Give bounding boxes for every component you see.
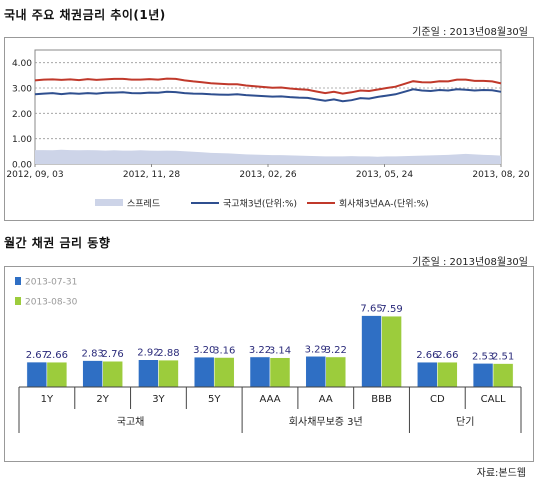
bottom-chart-panel: 2013-07-31 2013-08-30 2.67 2.66 2.83 2.76 2.92… xyxy=(4,266,534,462)
bar xyxy=(417,361,438,388)
y-tick-label: 0.00 xyxy=(12,161,32,171)
bar xyxy=(492,363,514,388)
group-label: 회사채무보증 3년 xyxy=(289,416,363,428)
bar-value-label: 2.76 xyxy=(102,349,124,360)
bar-value-label: 7.65 xyxy=(360,304,382,315)
bar-value-label: 3.14 xyxy=(269,346,291,357)
category-label: 5Y xyxy=(208,394,221,405)
top-chart-title: 국내 주요 채권금리 추이(1년) xyxy=(4,8,166,22)
bar-value-label: 7.59 xyxy=(380,304,402,315)
bar-value-label: 2.92 xyxy=(137,348,159,359)
bar-value-label: 2.51 xyxy=(492,352,514,363)
bar xyxy=(381,315,402,388)
bar xyxy=(102,360,123,388)
top-chart-panel: 0.00 1.00 2.00 3.00 4.00 2012, 09, 03 2012, 11… xyxy=(4,37,534,221)
legend-label: 스프레드 xyxy=(127,199,160,210)
bar xyxy=(472,363,494,388)
series-line-1 xyxy=(34,88,502,103)
x-tick-label: 2013, 05, 24 xyxy=(356,170,414,180)
bar xyxy=(437,361,458,388)
bar-value-label: 2.66 xyxy=(436,350,458,361)
bar-value-label: 2.67 xyxy=(26,350,48,361)
bar xyxy=(305,356,327,388)
series-area-spread xyxy=(35,149,501,164)
legend-swatch xyxy=(15,277,21,285)
plot-frame xyxy=(34,49,502,165)
bottom-base-date: 기준일 : 2013년08월30일 xyxy=(412,257,528,268)
legend-label: 2013-08-30 xyxy=(25,298,78,308)
bar xyxy=(26,361,48,388)
legend-label: 2013-07-31 xyxy=(25,278,77,288)
source-note: 자료:본드웹 xyxy=(476,468,526,479)
y-tick-label: 1.00 xyxy=(12,135,32,145)
category-label: 1Y xyxy=(41,394,54,405)
bar-value-label: 2.83 xyxy=(82,349,104,360)
group-label: 국고채 xyxy=(117,416,145,428)
bar-value-label: 2.53 xyxy=(472,351,494,362)
category-label: BBB xyxy=(371,394,392,405)
x-tick-label: 2013, 02, 26 xyxy=(239,170,297,180)
bar xyxy=(138,359,159,388)
top-base-date: 기준일 : 2013년08월30일 xyxy=(412,27,528,38)
bar-value-label: 2.66 xyxy=(46,350,68,361)
x-tick-label: 2012, 09, 03 xyxy=(6,170,63,180)
group-label: 단기 xyxy=(456,416,474,428)
bar-value-label: 3.16 xyxy=(213,346,235,357)
y-tick-label: 4.00 xyxy=(12,59,32,69)
category-label: 3Y xyxy=(152,394,165,405)
y-tick-label: 3.00 xyxy=(12,85,32,95)
x-tick-label: 2012, 11, 28 xyxy=(123,170,181,180)
legend-swatch xyxy=(95,199,123,206)
category-label: AA xyxy=(319,394,333,405)
bottom-chart-title: 월간 채권 금리 동향 xyxy=(4,236,111,250)
bar xyxy=(269,357,291,388)
bar-value-label: 3.22 xyxy=(325,345,347,356)
legend-label: 국고채3년(단위:%) xyxy=(223,199,297,210)
bar-value-label: 3.20 xyxy=(193,345,215,356)
bar xyxy=(46,361,68,388)
series-line-2 xyxy=(34,77,502,95)
category-label: AAA xyxy=(259,394,280,405)
y-tick-label: 2.00 xyxy=(12,110,32,120)
bar-value-label: 3.29 xyxy=(305,344,327,355)
bar-value-label: 2.66 xyxy=(416,350,438,361)
category-label: 2Y xyxy=(96,394,109,405)
bar xyxy=(361,315,382,388)
bar-value-label: 3.22 xyxy=(249,345,271,356)
category-label: CD xyxy=(430,394,445,405)
bar xyxy=(325,356,347,388)
line-chart: 0.00 1.00 2.00 3.00 4.00 2012, 09, 03 2012, 11… xyxy=(6,49,530,210)
x-tick-label: 2013, 08, 20 xyxy=(472,170,530,180)
bar xyxy=(193,356,215,388)
category-label: CALL xyxy=(481,394,506,405)
legend-label: 회사채3년AA-(단위:%) xyxy=(339,199,429,210)
legend-swatch xyxy=(15,297,21,305)
bar xyxy=(249,356,271,388)
bar xyxy=(82,360,103,388)
bar xyxy=(158,359,179,388)
bar xyxy=(213,357,235,388)
bar-value-label: 2.88 xyxy=(157,348,179,359)
